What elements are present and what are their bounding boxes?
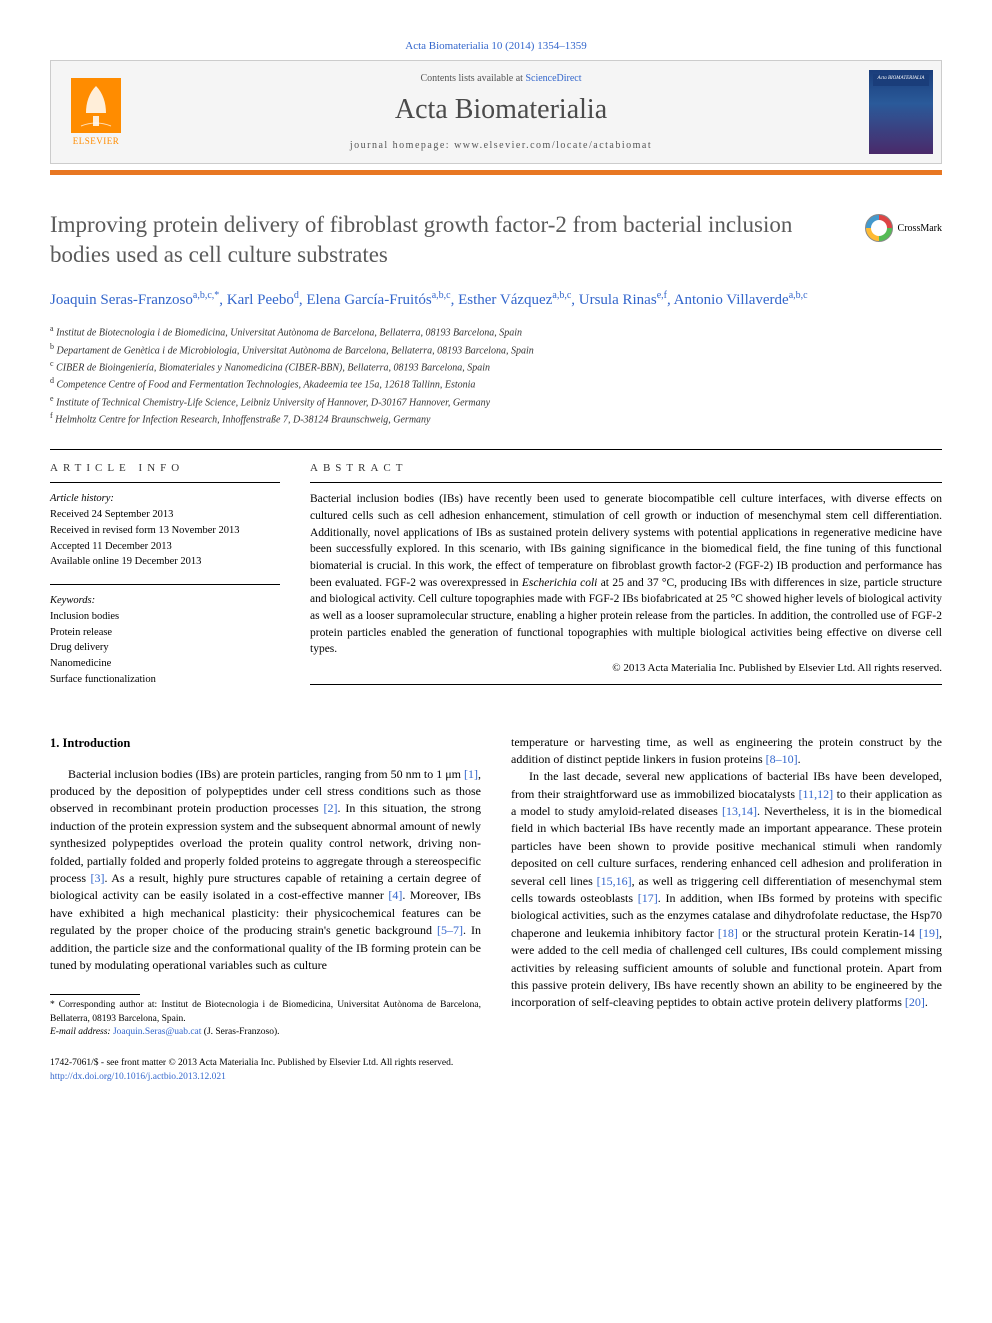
title-row: Improving protein delivery of fibroblast… [50, 210, 942, 270]
keywords-label: Keywords: [50, 593, 280, 609]
author[interactable]: Karl Peebod [227, 292, 299, 308]
corresponding-author-footnote: * Corresponding author at: Institut de B… [50, 999, 481, 1039]
intro-para-1: Bacterial inclusion bodies (IBs) are pro… [50, 766, 481, 975]
header-center: Contents lists available at ScienceDirec… [141, 61, 861, 163]
body-columns: 1. Introduction Bacterial inclusion bodi… [50, 734, 942, 1040]
affiliation: f Helmholtz Centre for Infection Researc… [50, 410, 942, 427]
keyword: Protein release [50, 625, 280, 641]
doi-link[interactable]: http://dx.doi.org/10.1016/j.actbio.2013.… [50, 1071, 942, 1084]
abstract-text: Bacterial inclusion bodies (IBs) have re… [310, 482, 942, 658]
homepage-url[interactable]: www.elsevier.com/locate/actabiomat [454, 140, 652, 151]
crossmark-icon [865, 214, 893, 242]
elsevier-tree-icon [71, 78, 121, 133]
introduction-heading: 1. Introduction [50, 734, 481, 752]
body-left-column: 1. Introduction Bacterial inclusion bodi… [50, 734, 481, 1040]
keyword: Surface functionalization [50, 672, 280, 688]
publisher-logo[interactable]: ELSEVIER [51, 61, 141, 163]
revised-date: Received in revised form 13 November 201… [50, 523, 280, 539]
email-label: E-mail address: [50, 1027, 111, 1037]
corr-email[interactable]: Joaquin.Seras@uab.cat [113, 1027, 201, 1037]
corr-author-text: * Corresponding author at: Institut de B… [50, 999, 481, 1026]
corr-email-name: (J. Seras-Franzoso). [204, 1027, 280, 1037]
crossmark-badge[interactable]: CrossMark [865, 214, 942, 242]
homepage-prefix: journal homepage: [350, 140, 454, 151]
affiliation: e Institute of Technical Chemistry-Life … [50, 393, 942, 410]
header-box: ELSEVIER Contents lists available at Sci… [50, 60, 942, 164]
crossmark-label: CrossMark [898, 223, 942, 234]
keyword: Inclusion bodies [50, 609, 280, 625]
affiliations-list: a Institut de Biotecnologia i de Biomedi… [50, 323, 942, 427]
author[interactable]: Esther Vázqueza,b,c [458, 292, 571, 308]
intro-para-1-cont: temperature or harvesting time, as well … [511, 734, 942, 769]
affiliation: c CIBER de Bioingeniería, Biomateriales … [50, 358, 942, 375]
journal-cover[interactable]: Acta BIOMATERIALIA [861, 61, 941, 163]
cover-image: Acta BIOMATERIALIA [869, 70, 933, 154]
article-info-heading: ARTICLE INFO [50, 462, 280, 474]
issn-line: 1742-7061/$ - see front matter © 2013 Ac… [50, 1057, 942, 1070]
cover-title-text: Acta BIOMATERIALIA [869, 76, 933, 81]
affiliation: b Departament de Genètica i de Microbiol… [50, 341, 942, 358]
keywords-list: Inclusion bodiesProtein releaseDrug deli… [50, 609, 280, 688]
corr-email-line: E-mail address: Joaquin.Seras@uab.cat (J… [50, 1026, 481, 1039]
contents-prefix: Contents lists available at [420, 73, 525, 84]
body-right-column: temperature or harvesting time, as well … [511, 734, 942, 1040]
journal-homepage: journal homepage: www.elsevier.com/locat… [141, 140, 861, 151]
affiliation: a Institut de Biotecnologia i de Biomedi… [50, 323, 942, 340]
online-date: Available online 19 December 2013 [50, 554, 280, 570]
info-abstract-row: ARTICLE INFO Article history: Received 2… [50, 450, 942, 701]
article-info-column: ARTICLE INFO Article history: Received 2… [50, 450, 280, 701]
abstract-heading: ABSTRACT [310, 462, 942, 474]
author[interactable]: Elena García-Fruitósa,b,c [306, 292, 450, 308]
abstract-bottom-rule [310, 684, 942, 685]
author[interactable]: Antonio Villaverdea,b,c [674, 292, 808, 308]
author[interactable]: Ursula Rinase,f [579, 292, 667, 308]
accent-bar [50, 170, 942, 175]
accepted-date: Accepted 11 December 2013 [50, 539, 280, 555]
abstract-column: ABSTRACT Bacterial inclusion bodies (IBs… [310, 450, 942, 701]
keywords-block: Keywords: Inclusion bodiesProtein releas… [50, 584, 280, 688]
article-history: Article history: Received 24 September 2… [50, 482, 280, 570]
page: Acta Biomaterialia 10 (2014) 1354–1359 E… [0, 0, 992, 1114]
article-title: Improving protein delivery of fibroblast… [50, 210, 845, 270]
page-footer: 1742-7061/$ - see front matter © 2013 Ac… [50, 1057, 942, 1084]
sciencedirect-link[interactable]: ScienceDirect [525, 73, 581, 84]
authors-list: Joaquin Seras-Franzosoa,b,c,*, Karl Peeb… [50, 288, 942, 312]
keyword: Drug delivery [50, 640, 280, 656]
received-date: Received 24 September 2013 [50, 507, 280, 523]
intro-para-2: In the last decade, several new applicat… [511, 768, 942, 1011]
keyword: Nanomedicine [50, 656, 280, 672]
author[interactable]: Joaquin Seras-Franzosoa,b,c,* [50, 292, 219, 308]
affiliation: d Competence Centre of Food and Fermenta… [50, 375, 942, 392]
publisher-name: ELSEVIER [73, 136, 120, 146]
history-label: Article history: [50, 491, 280, 507]
journal-title: Acta Biomaterialia [141, 94, 861, 126]
copyright-line: © 2013 Acta Materialia Inc. Published by… [310, 662, 942, 674]
header-citation: Acta Biomaterialia 10 (2014) 1354–1359 [50, 40, 942, 52]
footnote-separator [50, 994, 140, 995]
contents-available: Contents lists available at ScienceDirec… [141, 73, 861, 84]
